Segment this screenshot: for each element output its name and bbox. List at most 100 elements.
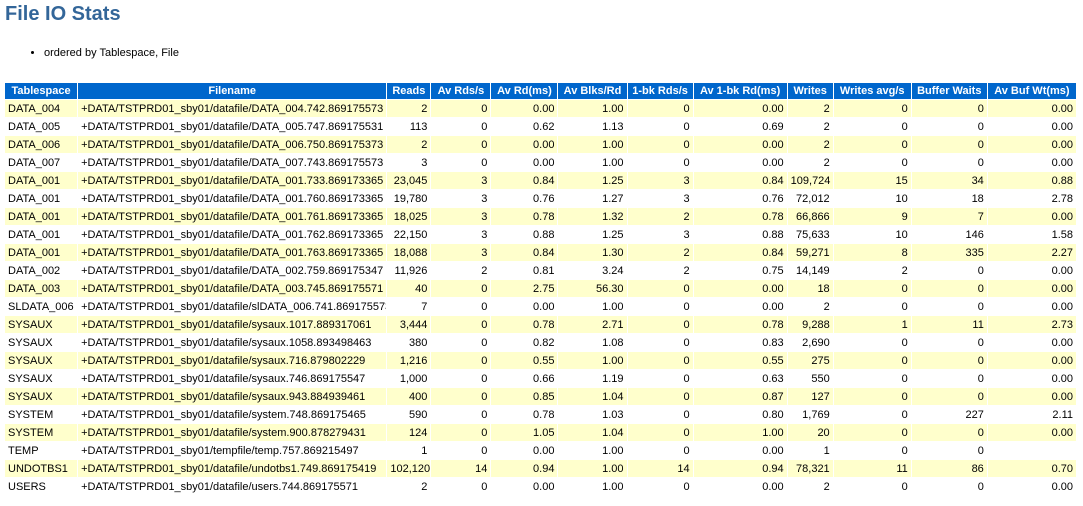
stat-cell: 40 (387, 280, 431, 297)
page-title: File IO Stats (5, 3, 121, 25)
table-row: DATA_001 +DATA/TSTPRD01_sby01/datafile/DA… (5, 244, 1076, 261)
stat-cell: 0 (911, 280, 987, 297)
table-row: DATA_004 +DATA/TSTPRD01_sby01/datafile/DA… (5, 100, 1076, 117)
stat-cell: 275 (787, 352, 833, 369)
tablespace-cell: UNDOTBS1 (5, 460, 78, 477)
file-io-table: Tablespace Filename Reads Av Rds/s Av Rd(ms)… (4, 82, 1077, 496)
column-header: 1-bk Rds/s (627, 83, 693, 99)
stat-cell: 11 (833, 460, 911, 477)
stat-cell: 14,149 (796, 264, 830, 277)
stat-cell: 0.00 (693, 100, 787, 117)
stat-cell: 18,025 (387, 208, 431, 225)
stat-cell: 0 (911, 424, 987, 441)
tablespace-cell: DATA_007 (8, 156, 61, 169)
stat-cell: 1,769 (802, 408, 830, 421)
column-header: Av Buf Wt(ms) (987, 83, 1076, 99)
stat-cell: 0.78 (491, 208, 558, 225)
stat-cell: 18,088 (387, 244, 431, 261)
stat-cell: 75,633 (796, 228, 830, 241)
stat-cell: 86 (911, 460, 987, 477)
column-header: Av Rds/s (431, 83, 491, 99)
stat-cell: 1.04 (558, 424, 627, 441)
stat-cell: 3 (481, 228, 488, 241)
stat-cell: 1,216 (387, 352, 431, 369)
stat-cell: 2 (683, 264, 690, 277)
stat-cell: 14 (627, 460, 693, 477)
stat-cell: 0 (481, 156, 488, 169)
stat-cell: 0 (901, 444, 908, 457)
stat-cell: 2 (481, 264, 488, 277)
stat-cell: 0 (627, 316, 693, 333)
stat-cell: 0.78 (693, 316, 787, 333)
tablespace-cell: SLDATA_006 (8, 300, 74, 313)
tablespace-cell: TEMP (8, 444, 39, 457)
stat-cell: 0.00 (533, 156, 555, 169)
tablespace-cell: DATA_001 (5, 244, 78, 261)
filename-cell: +DATA/TSTPRD01_sby01/datafile/system.748… (81, 408, 366, 421)
stat-cell: 2 (627, 208, 693, 225)
stat-cell: 0 (911, 100, 987, 117)
stat-cell: 0 (683, 300, 690, 313)
stat-cell: 10 (895, 228, 908, 241)
stat-cell: 146 (965, 228, 984, 241)
table-row: DATA_001 +DATA/TSTPRD01_sby01/datafile/DA… (5, 208, 1076, 225)
stat-cell: 1.00 (558, 100, 627, 117)
stat-cell: 1 (833, 316, 911, 333)
stat-cell: 0 (683, 156, 690, 169)
stat-cell: 3 (431, 244, 491, 261)
stat-cell: 0 (911, 136, 987, 153)
stat-cell: 1.00 (693, 424, 787, 441)
stat-cell: 0.82 (533, 336, 555, 349)
stat-cell: 0 (431, 280, 491, 297)
notes: ordered by Tablespace, File (14, 47, 179, 59)
stat-cell: 0 (683, 372, 690, 385)
stat-cell: 0.00 (762, 156, 784, 169)
stat-cell: 0 (431, 136, 491, 153)
stat-cell: 0.88 (987, 172, 1076, 189)
stat-cell: 0 (901, 300, 908, 313)
stat-cell: 0.84 (491, 244, 558, 261)
stat-cell: 1.03 (602, 408, 624, 421)
stat-cell: 1.25 (558, 172, 627, 189)
stat-cell: 0.84 (693, 172, 787, 189)
table-row: TEMP +DATA/TSTPRD01_sby01/tempfile/temp.7… (5, 442, 1076, 459)
table-row: SYSAUX +DATA/TSTPRD01_sby01/datafile/sysa… (5, 370, 1076, 387)
tablespace-cell: SYSAUX (8, 372, 53, 385)
stat-cell: 0 (431, 352, 491, 369)
stat-cell: 3 (683, 228, 690, 241)
tablespace-cell: DATA_001 (8, 192, 61, 205)
tablespace-cell: DATA_006 (5, 136, 78, 153)
stat-cell: 124 (387, 424, 431, 441)
stat-cell: 9,288 (787, 316, 833, 333)
stat-cell: 0.69 (762, 120, 784, 133)
filename-cell: +DATA/TSTPRD01_sby01/datafile/sysaux.716… (78, 352, 387, 369)
stat-cell: 2 (823, 120, 830, 133)
stat-cell: 113 (409, 120, 428, 133)
stat-cell: 10 (895, 192, 908, 205)
stat-cell: 2 (387, 136, 431, 153)
stat-cell: 1.00 (558, 460, 627, 477)
tablespace-cell: USERS (8, 480, 46, 493)
tablespace-cell: SYSAUX (5, 388, 78, 405)
stat-cell: 127 (787, 388, 833, 405)
column-header: Av Blks/Rd (558, 83, 627, 99)
stat-cell: 0.00 (1051, 120, 1073, 133)
stat-cell: 0.00 (693, 280, 787, 297)
table-row: DATA_006 +DATA/TSTPRD01_sby01/datafile/DA… (5, 136, 1076, 153)
stat-cell: 18 (971, 192, 984, 205)
stat-cell: 11,926 (394, 264, 428, 277)
stat-cell: 0 (833, 352, 911, 369)
stat-cell: 0.88 (533, 228, 555, 241)
filename-cell: +DATA/TSTPRD01_sby01/datafile/DATA_007.7… (81, 156, 384, 169)
stat-cell: 0.87 (693, 388, 787, 405)
stat-cell: 0 (481, 408, 488, 421)
stat-cell: 0 (977, 336, 984, 349)
stat-cell: 3 (431, 208, 491, 225)
stat-cell: 2.73 (987, 316, 1076, 333)
stat-cell: 1.04 (558, 388, 627, 405)
stat-cell: 0.00 (987, 208, 1076, 225)
stat-cell: 0 (833, 100, 911, 117)
stat-cell: 56.30 (558, 280, 627, 297)
stat-cell: 0 (481, 120, 488, 133)
stat-cell: 0.88 (762, 228, 784, 241)
